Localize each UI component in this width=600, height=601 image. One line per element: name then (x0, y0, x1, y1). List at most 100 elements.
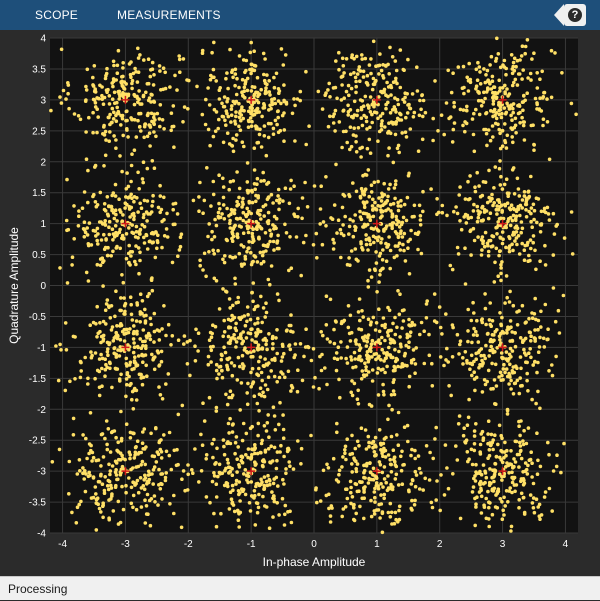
data-point (407, 384, 412, 389)
data-point (487, 195, 492, 200)
data-point (113, 314, 117, 319)
data-point (277, 513, 281, 517)
data-point (306, 344, 310, 349)
data-point (281, 372, 285, 376)
data-point (358, 318, 362, 323)
data-point (524, 202, 529, 207)
data-point (380, 119, 384, 123)
data-point (455, 332, 460, 337)
data-point (106, 353, 110, 358)
data-point (435, 212, 439, 217)
data-point (230, 500, 235, 505)
data-point (350, 379, 354, 383)
data-point (482, 244, 487, 249)
data-point (535, 220, 539, 225)
data-point (516, 72, 521, 76)
data-point (121, 236, 126, 241)
data-point (221, 287, 225, 291)
data-point (256, 194, 261, 198)
data-point (94, 528, 99, 532)
constellation-diagram[interactable]: -4 -3 -2 -1 0 1 2 3 4-4-3.5-3-2.5-2-1.5-1-0.500.… (0, 30, 600, 576)
data-point (489, 87, 494, 91)
data-point (511, 303, 516, 308)
data-point (234, 478, 239, 483)
data-point (371, 445, 375, 450)
data-point (208, 77, 213, 82)
data-point (82, 235, 87, 239)
data-point (360, 335, 365, 340)
data-point (362, 486, 366, 490)
data-point (381, 454, 385, 459)
data-point (233, 440, 238, 445)
data-point (397, 220, 401, 224)
data-point (509, 449, 513, 453)
data-point (455, 458, 460, 462)
data-point (419, 251, 424, 256)
data-point (126, 184, 131, 189)
data-point (504, 177, 509, 181)
data-point (254, 501, 259, 505)
tab-measurements[interactable]: MEASUREMENTS (117, 8, 221, 22)
data-point (374, 111, 379, 115)
data-point (389, 209, 393, 213)
data-point (510, 71, 515, 76)
data-point (148, 316, 153, 321)
data-point (143, 122, 147, 127)
data-point (477, 365, 481, 370)
data-point (401, 242, 405, 247)
data-point (200, 51, 205, 55)
data-point (372, 82, 377, 87)
data-point (520, 100, 525, 104)
data-point (417, 113, 422, 118)
data-point (493, 121, 498, 126)
x-tick-label: -3 (121, 539, 130, 550)
data-point (340, 205, 345, 210)
data-point (309, 358, 314, 363)
data-point (348, 217, 352, 222)
data-point (193, 447, 197, 451)
data-point (515, 310, 519, 314)
data-point (542, 345, 547, 349)
data-point (393, 510, 398, 515)
data-point (360, 309, 364, 313)
data-point (129, 179, 133, 184)
help-icon: ? (568, 8, 582, 22)
data-point (284, 231, 289, 235)
data-point (494, 116, 499, 121)
data-point (484, 516, 489, 521)
data-point (129, 485, 134, 490)
data-point (234, 92, 239, 97)
data-point (133, 259, 137, 264)
data-point (212, 437, 216, 442)
data-point (286, 369, 291, 374)
data-point (543, 243, 547, 248)
help-button[interactable]: ? (564, 4, 586, 26)
data-point (386, 305, 390, 310)
data-point (257, 409, 261, 413)
tab-scope[interactable]: SCOPE (35, 8, 79, 22)
data-point (539, 325, 543, 329)
data-point (523, 51, 527, 56)
data-point (253, 109, 258, 113)
data-point (157, 64, 162, 68)
data-point (233, 255, 238, 259)
data-point (107, 479, 112, 484)
data-point (94, 497, 99, 502)
data-point (152, 340, 156, 344)
data-point (474, 502, 478, 507)
data-point (528, 258, 532, 263)
data-point (226, 317, 231, 322)
data-point (239, 243, 244, 247)
data-point (480, 248, 484, 252)
data-point (281, 427, 286, 432)
data-point (346, 103, 350, 108)
data-point (141, 215, 146, 220)
data-point (110, 193, 114, 198)
data-point (132, 217, 136, 222)
data-point (236, 235, 240, 240)
data-point (149, 231, 154, 236)
data-point (180, 477, 184, 482)
data-point (256, 433, 260, 438)
data-point (356, 402, 361, 406)
data-point (256, 92, 261, 97)
